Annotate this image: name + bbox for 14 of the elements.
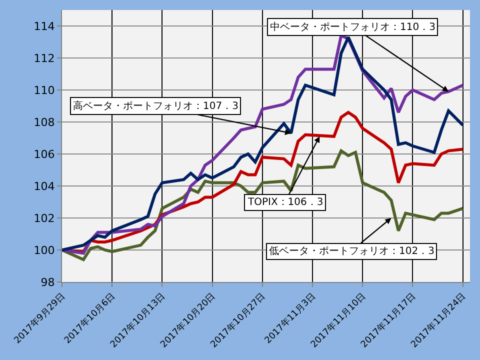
annotation: TOPIX：106．3 [247, 197, 324, 208]
y-tick-label: 108 [34, 116, 55, 129]
y-tick-label: 114 [34, 20, 55, 33]
annotation: 中ベータ・ポートフォリオ：110．3 [270, 21, 436, 33]
y-tick-label: 106 [34, 148, 55, 161]
y-tick-label: 102 [34, 212, 55, 225]
annotation: 低ベータ・ポートフォリオ：102．3 [269, 246, 434, 257]
y-tick-label: 110 [34, 84, 55, 97]
y-tick-label: 98 [40, 276, 55, 289]
line-series [62, 149, 464, 262]
annotation: 高ベータ・ポートフォリオ：107．3 [73, 100, 238, 112]
y-tick-label: 112 [34, 52, 55, 65]
y-tick-label: 100 [34, 244, 55, 257]
y-tick-label: 104 [34, 180, 55, 193]
